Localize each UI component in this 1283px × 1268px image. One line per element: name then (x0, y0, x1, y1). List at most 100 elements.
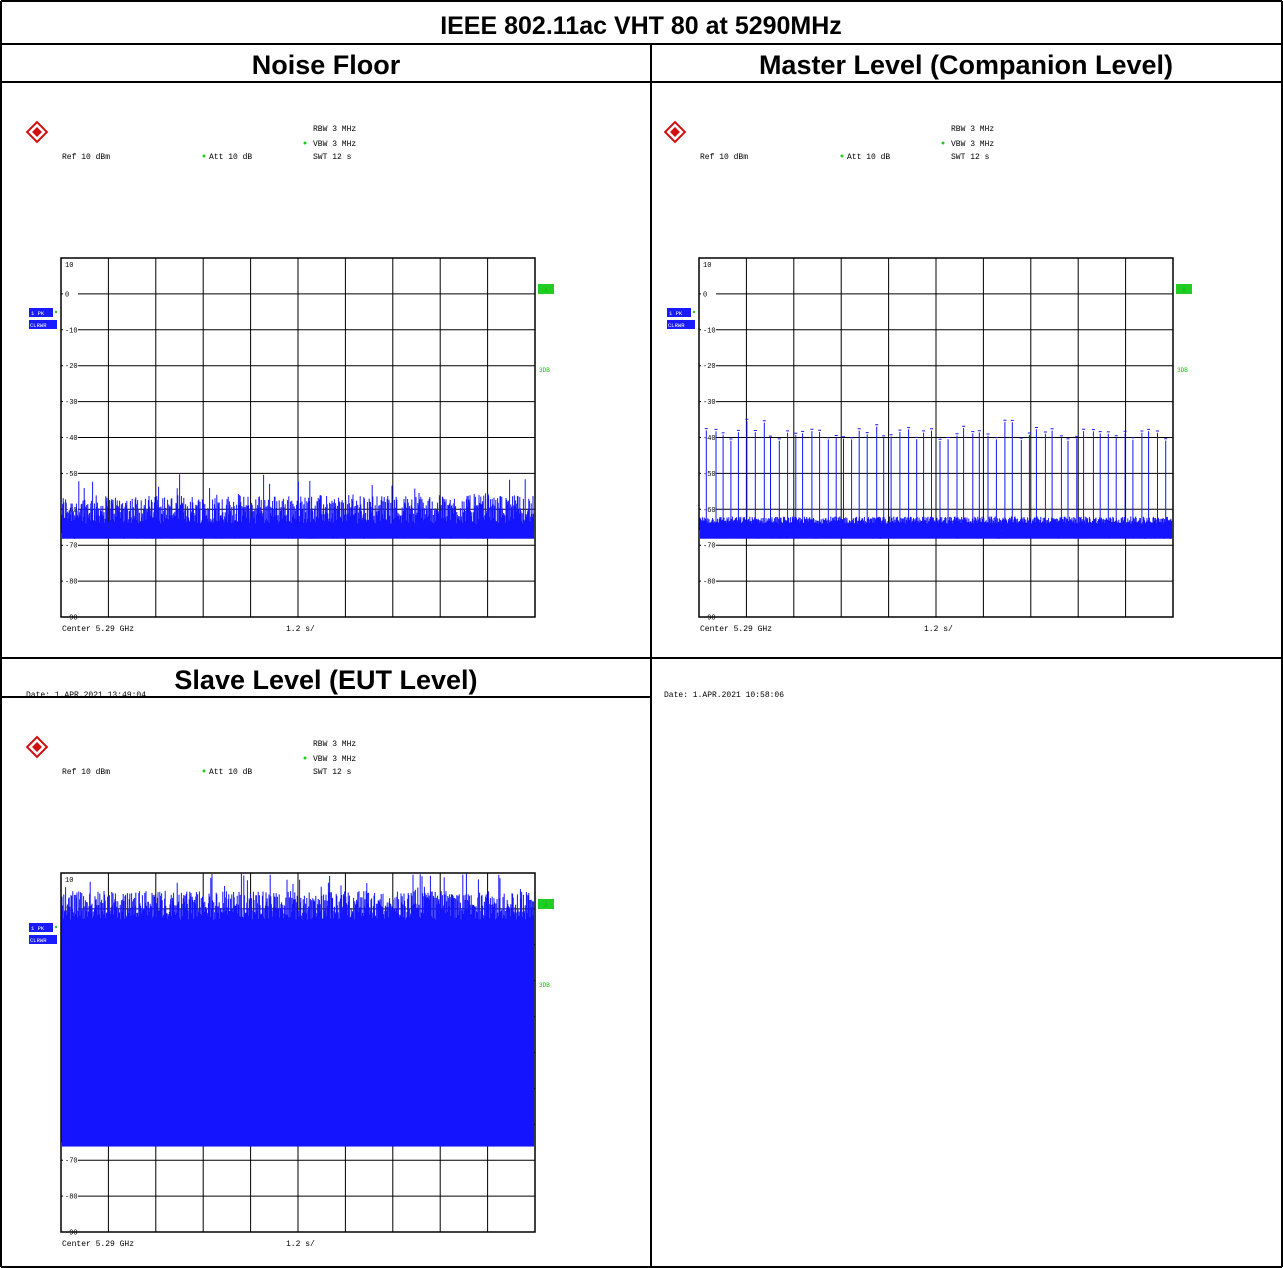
y-tick-label: 0 (65, 291, 69, 299)
ref-label: Ref 10 dBm (62, 153, 110, 162)
y-tick-label: -50 (65, 471, 78, 479)
swt-label: SWT 12 s (313, 153, 352, 162)
ref-label: Ref 10 dBm (700, 153, 748, 162)
y-tick-label: -90 (65, 615, 78, 623)
trace-dot-icon (54, 925, 58, 929)
spectrum-trace (61, 873, 535, 1146)
marker-a: A (1182, 287, 1186, 294)
measurement-date: Date: 1.APR.2021 10:58:06 (664, 691, 784, 700)
y-tick-label: -20 (65, 363, 78, 371)
tick-bg (63, 469, 78, 477)
vbw-dot-icon (941, 141, 945, 145)
swt-label: SWT 12 s (951, 153, 990, 162)
att-dot-icon (202, 154, 206, 158)
table-title: IEEE 802.11ac VHT 80 at 5290MHz (440, 12, 842, 40)
trace-label-box (667, 308, 691, 317)
tick-bg (701, 289, 716, 297)
y-tick-label: -90 (65, 1230, 78, 1238)
tick-bg (63, 325, 78, 333)
panel-header-slave-level: Slave Level (EUT Level) (174, 665, 477, 695)
y-tick-label: -50 (703, 471, 716, 479)
spectrum-trace (699, 418, 1173, 539)
spectrum-plot-1: RBW 3 MHz VBW 3 MHz SWT 12 s Ref 10 dBm Att … (25, 120, 554, 700)
time-per-division-label: 1.2 s/ (924, 625, 953, 634)
trace-dot-icon (692, 310, 696, 314)
tick-bg (63, 433, 78, 441)
vbw-label: VBW 3 MHz (313, 755, 356, 764)
y-tick-label: -90 (703, 615, 716, 623)
marker-3db: 3DB (539, 982, 550, 989)
att-label: Att 10 dB (209, 153, 252, 162)
rbw-label: RBW 3 MHz (313, 740, 356, 749)
trace-label-clrwr: CLRWR (668, 322, 685, 329)
measurement-date: Date: 1.APR.2021 13:49:04 (26, 691, 146, 700)
ref-label: Ref 10 dBm (62, 768, 110, 777)
marker-a: A (544, 902, 548, 909)
tick-bg (63, 289, 78, 297)
tick-bg (701, 433, 716, 441)
marker-a-box (538, 899, 554, 909)
logo-inner (32, 742, 42, 752)
spectrum-trace (61, 474, 535, 539)
vbw-dot-icon (303, 756, 307, 760)
panel-header-noise-floor: Noise Floor (252, 50, 401, 80)
y-tick-label: -10 (65, 327, 78, 335)
y-tick-label: -40 (65, 435, 78, 443)
swt-label: SWT 12 s (313, 768, 352, 777)
rohde-schwarz-logo-icon (25, 735, 49, 759)
trace-dot-icon (54, 310, 58, 314)
y-tick-label: -80 (65, 579, 78, 587)
y-tick-label: -70 (65, 543, 78, 551)
y-tick-label: -10 (703, 327, 716, 335)
trace-label-box (29, 923, 53, 932)
tick-bg (701, 361, 716, 369)
time-per-division-label: 1.2 s/ (286, 1240, 315, 1249)
y-tick-label: 10 (65, 877, 73, 885)
y-tick-label: -30 (703, 399, 716, 407)
trace-label-pk: 1 PK (31, 925, 45, 932)
y-tick-label: -70 (65, 1158, 78, 1166)
trace-label-clrwr: CLRWR (30, 322, 47, 329)
y-tick-label: -60 (703, 507, 716, 515)
spectrum-plot-2: RBW 3 MHz VBW 3 MHz SWT 12 s Ref 10 dBm Att … (663, 120, 1192, 700)
noise-floor-band (62, 1137, 534, 1147)
tick-bg (701, 397, 716, 405)
marker-a-box (538, 284, 554, 294)
tick-bg (63, 397, 78, 405)
trace-mode-box (667, 320, 695, 329)
y-tick-label: 10 (703, 262, 711, 270)
marker-a-box (1176, 284, 1192, 294)
y-tick-label: -80 (65, 1194, 78, 1202)
noise-floor-band (62, 530, 534, 539)
tick-bg (63, 1192, 78, 1200)
noise-floor-band (700, 530, 1172, 539)
tick-bg (701, 505, 716, 513)
tick-bg (63, 541, 78, 549)
vbw-label: VBW 3 MHz (313, 140, 356, 149)
rohde-schwarz-logo-icon (25, 120, 49, 144)
rbw-label: RBW 3 MHz (951, 125, 994, 134)
trace-label-clrwr: CLRWR (30, 937, 47, 944)
panel-header-master-level: Master Level (Companion Level) (759, 50, 1173, 80)
trace-label-box (29, 308, 53, 317)
tick-bg (701, 577, 716, 585)
vbw-dot-icon (303, 141, 307, 145)
center-frequency-label: Center 5.29 GHz (700, 625, 772, 634)
trace-mode-box (29, 935, 57, 944)
time-per-division-label: 1.2 s/ (286, 625, 315, 634)
spectrum-plot-3: RBW 3 MHz VBW 3 MHz SWT 12 s Ref 10 dBm Att … (25, 735, 554, 1249)
marker-3db: 3DB (539, 367, 550, 374)
logo-inner (670, 127, 680, 137)
center-frequency-label: Center 5.29 GHz (62, 625, 134, 634)
att-label: Att 10 dB (847, 153, 890, 162)
att-label: Att 10 dB (209, 768, 252, 777)
tick-bg (63, 361, 78, 369)
y-tick-label: -30 (65, 399, 78, 407)
y-tick-label: -40 (703, 435, 716, 443)
y-tick-label: -70 (703, 543, 716, 551)
marker-3db: 3DB (1177, 367, 1188, 374)
trace-mode-box (29, 320, 57, 329)
y-tick-label: 10 (65, 262, 73, 270)
